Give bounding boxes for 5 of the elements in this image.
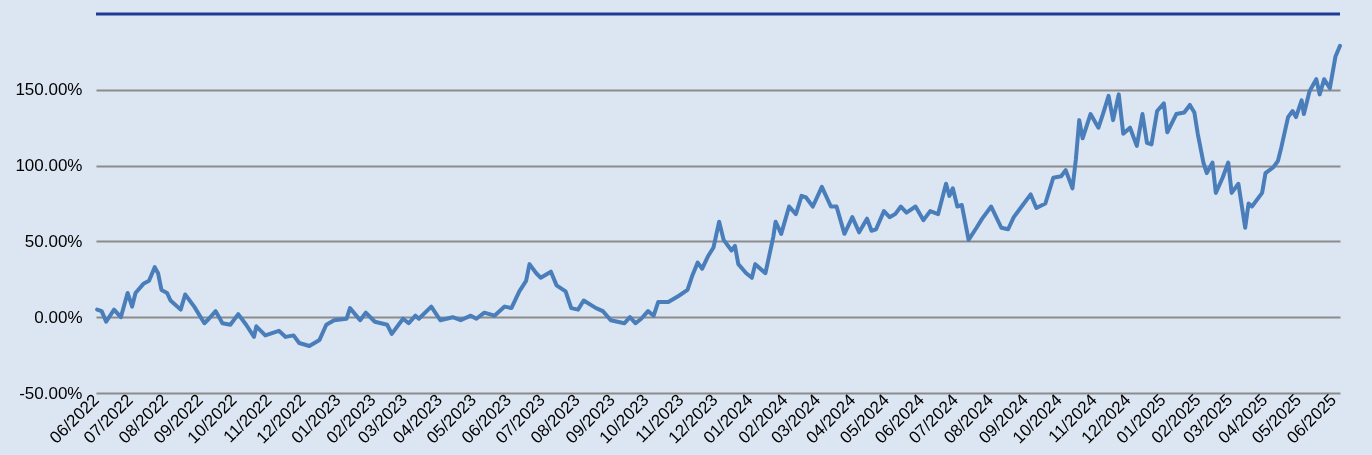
y-tick-label: 150.00% xyxy=(15,80,83,100)
y-tick-label: 100.00% xyxy=(15,156,83,176)
line-series xyxy=(95,43,1342,348)
y-tick-label: 0.00% xyxy=(34,307,83,327)
y-tick-label: 50.00% xyxy=(24,231,83,251)
